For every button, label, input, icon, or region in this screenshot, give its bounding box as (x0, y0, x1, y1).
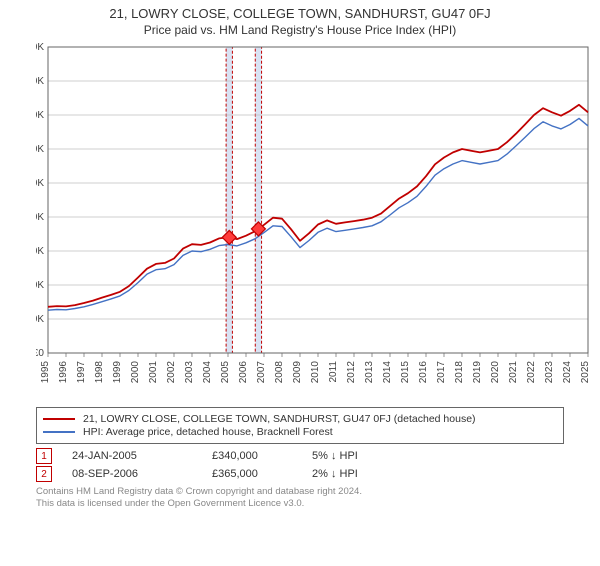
legend-swatch (43, 431, 75, 433)
svg-text:1997: 1997 (76, 361, 87, 384)
svg-text:2009: 2009 (292, 361, 303, 384)
svg-text:1998: 1998 (94, 361, 105, 384)
svg-text:2010: 2010 (310, 361, 321, 384)
svg-text:1996: 1996 (58, 361, 69, 384)
svg-text:£500K: £500K (36, 178, 44, 189)
svg-text:2008: 2008 (274, 361, 285, 384)
sales-table: 1 24-JAN-2005 £340,000 5% ↓ HPI 2 08-SEP… (36, 448, 564, 482)
svg-text:2005: 2005 (220, 361, 231, 384)
svg-text:2021: 2021 (508, 361, 519, 384)
chart-subtitle: Price paid vs. HM Land Registry's House … (0, 23, 600, 37)
sale-price: £340,000 (212, 450, 312, 462)
legend-label: HPI: Average price, detached house, Brac… (83, 426, 333, 438)
svg-text:2025: 2025 (580, 361, 591, 384)
svg-text:2006: 2006 (238, 361, 249, 384)
footer-line: This data is licensed under the Open Gov… (36, 498, 564, 510)
svg-text:1995: 1995 (40, 361, 51, 384)
svg-text:£800K: £800K (36, 76, 44, 87)
svg-text:2013: 2013 (364, 361, 375, 384)
footer: Contains HM Land Registry data © Crown c… (36, 486, 564, 511)
sale-marker-icon: 1 (36, 448, 52, 464)
svg-text:2023: 2023 (544, 361, 555, 384)
svg-text:£200K: £200K (36, 280, 44, 291)
svg-text:2004: 2004 (202, 361, 213, 384)
svg-text:2017: 2017 (436, 361, 447, 384)
sale-row: 2 08-SEP-2006 £365,000 2% ↓ HPI (36, 466, 564, 482)
svg-text:£300K: £300K (36, 246, 44, 257)
sale-date: 08-SEP-2006 (72, 468, 212, 480)
svg-text:2024: 2024 (562, 361, 573, 384)
svg-text:£900K: £900K (36, 42, 44, 53)
legend: 21, LOWRY CLOSE, COLLEGE TOWN, SANDHURST… (36, 407, 564, 444)
svg-text:2002: 2002 (166, 361, 177, 384)
svg-text:2020: 2020 (490, 361, 501, 384)
svg-text:2015: 2015 (400, 361, 411, 384)
svg-text:2016: 2016 (418, 361, 429, 384)
chart-container: 21, LOWRY CLOSE, COLLEGE TOWN, SANDHURST… (0, 6, 600, 511)
legend-swatch (43, 418, 75, 420)
svg-text:£700K: £700K (36, 110, 44, 121)
svg-text:2014: 2014 (382, 361, 393, 384)
footer-line: Contains HM Land Registry data © Crown c… (36, 486, 564, 498)
svg-text:£600K: £600K (36, 144, 44, 155)
svg-text:£0: £0 (36, 348, 44, 359)
svg-text:£400K: £400K (36, 212, 44, 223)
svg-text:2007: 2007 (256, 361, 267, 384)
line-chart-svg: £0 £100K £200K £300K £400K £500K £600K £700K £80… (36, 41, 596, 401)
svg-text:2003: 2003 (184, 361, 195, 384)
svg-text:2019: 2019 (472, 361, 483, 384)
legend-item: HPI: Average price, detached house, Brac… (43, 426, 557, 438)
svg-text:2018: 2018 (454, 361, 465, 384)
svg-text:£100K: £100K (36, 314, 44, 325)
chart-area: £0 £100K £200K £300K £400K £500K £600K £700K £80… (36, 41, 596, 401)
chart-title: 21, LOWRY CLOSE, COLLEGE TOWN, SANDHURST… (0, 6, 600, 21)
svg-text:2001: 2001 (148, 361, 159, 384)
svg-text:2022: 2022 (526, 361, 537, 384)
sale-price: £365,000 (212, 468, 312, 480)
sale-vs-hpi: 2% ↓ HPI (312, 468, 412, 480)
sale-date: 24-JAN-2005 (72, 450, 212, 462)
sale-marker-icon: 2 (36, 466, 52, 482)
legend-label: 21, LOWRY CLOSE, COLLEGE TOWN, SANDHURST… (83, 413, 476, 425)
sale-row: 1 24-JAN-2005 £340,000 5% ↓ HPI (36, 448, 564, 464)
svg-text:2012: 2012 (346, 361, 357, 384)
svg-text:2000: 2000 (130, 361, 141, 384)
sale-vs-hpi: 5% ↓ HPI (312, 450, 412, 462)
legend-item: 21, LOWRY CLOSE, COLLEGE TOWN, SANDHURST… (43, 413, 557, 425)
svg-text:1999: 1999 (112, 361, 123, 384)
svg-text:2011: 2011 (328, 361, 339, 383)
